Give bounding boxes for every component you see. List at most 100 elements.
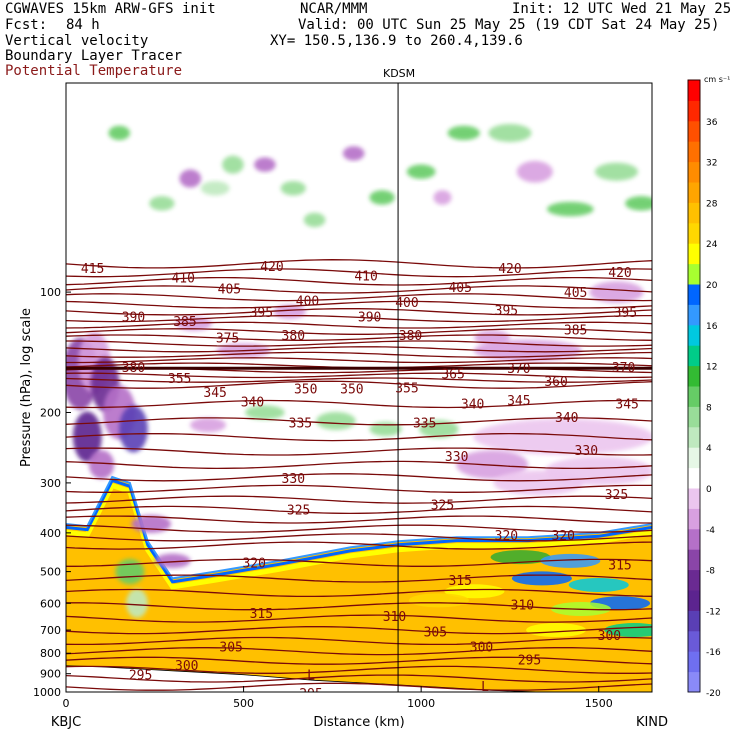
theta-label-48: 315 — [608, 559, 631, 574]
theta-contour-43 — [66, 674, 652, 683]
y-tick-label-5: 600 — [40, 597, 61, 610]
theta-contour-4 — [66, 293, 652, 302]
theta-contour-18 — [66, 377, 652, 383]
theta-contour-31 — [66, 533, 652, 542]
theta-label-38: 330 — [445, 450, 468, 465]
y-axis-label: Pressure (hPa), log scale — [19, 308, 34, 467]
theta-label-34: 345 — [615, 398, 638, 413]
colorbar-swatch-3 — [687, 609, 701, 632]
vv-cell-9 — [115, 559, 145, 585]
theta-label-36: 335 — [289, 417, 312, 432]
theta-contour-17 — [66, 372, 652, 379]
colorbar-swatch-8 — [687, 507, 701, 530]
org-label: NCAR/MMM — [300, 1, 368, 17]
theta-contour-5 — [66, 300, 652, 309]
theta-contour-1 — [66, 268, 652, 278]
colorbar-label-4: -4 — [706, 526, 715, 536]
theta-label-13: 395 — [250, 306, 273, 321]
colorbar-swatch-4 — [687, 589, 701, 611]
theta-label-25: 355 — [168, 372, 191, 387]
right-station-label: KIND — [636, 715, 668, 730]
y-tick-label-3: 400 — [40, 527, 61, 540]
updraft-cell-7 — [526, 623, 587, 638]
left-station-label: KBJC — [51, 715, 81, 730]
vv-cell-22 — [433, 190, 452, 205]
theta-label-1: 410 — [171, 272, 194, 287]
theta-contour-0 — [66, 259, 652, 269]
theta-contour-35 — [66, 588, 652, 598]
theta-contour-44 — [66, 682, 652, 691]
colorbar-label-12: 28 — [706, 199, 718, 209]
theta-label-3: 410 — [354, 270, 377, 285]
theta-label-53: 305 — [424, 625, 447, 640]
colorbar-swatch-18 — [687, 303, 701, 326]
field-potential-temperature: Potential Temperature — [5, 63, 183, 79]
theta-contour-29 — [66, 515, 652, 524]
theta-label-14: 390 — [358, 310, 381, 325]
theta-contour-27 — [66, 495, 652, 504]
theta-label-56: 300 — [598, 629, 621, 644]
theta-contour-22 — [66, 432, 652, 442]
colorbar-swatch-9 — [687, 487, 701, 509]
theta-contour-38 — [66, 626, 652, 635]
theta-contour-42 — [66, 665, 652, 674]
colorbar-swatch-6 — [687, 548, 701, 571]
colorbar-swatch-29 — [687, 79, 701, 101]
vv-cell-34 — [190, 417, 227, 433]
terrain-line — [66, 665, 550, 692]
plot-frame — [65, 82, 653, 693]
theta-label-2: 420 — [260, 260, 283, 275]
theta-contour-33 — [66, 558, 652, 567]
vv-cell-8 — [154, 553, 191, 569]
colorbar-label-7: 8 — [706, 403, 712, 413]
theta-label-15: 395 — [495, 304, 518, 319]
vv-cell-37 — [369, 421, 402, 437]
theta-label-16: 395 — [614, 306, 637, 321]
colorbar-swatch-27 — [687, 120, 701, 142]
theta-contour-41 — [66, 656, 652, 665]
vv-cell-23 — [447, 125, 480, 141]
theta-label-11: 390 — [122, 310, 145, 325]
updraft-cell-3 — [568, 577, 629, 592]
colorbar-swatch-23 — [687, 201, 701, 224]
theta-contour-32 — [66, 541, 652, 550]
theta-label-20: 385 — [564, 323, 587, 338]
bl-fringe-blue — [66, 475, 652, 580]
theta-label-4: 420 — [498, 262, 521, 277]
theta-label-46: 320 — [551, 529, 574, 544]
colorbar-swatch-26 — [687, 140, 701, 163]
theta-contour-21 — [66, 417, 652, 426]
theta-contour-2 — [66, 276, 652, 286]
colorbar-swatch-1 — [687, 650, 701, 673]
colorbar-swatch-11 — [687, 446, 701, 469]
theta-contour-19 — [66, 380, 652, 389]
theta-contour-7 — [66, 314, 652, 323]
y-tick-label-0: 100 — [40, 286, 61, 299]
y-tick-label-4: 500 — [40, 566, 61, 579]
low-marker-0: L — [307, 669, 315, 684]
vv-cell-13 — [179, 169, 202, 188]
colorbar-label-0: -20 — [706, 689, 721, 699]
vv-cell-24 — [488, 123, 532, 142]
colorbar-swatch-16 — [687, 344, 701, 367]
init-time: Init: 12 UTC Wed 21 May 25 — [512, 1, 732, 17]
theta-contour-14 — [66, 357, 652, 364]
vv-cell-33 — [493, 470, 584, 496]
vv-cell-43 — [589, 281, 644, 303]
theta-label-27: 350 — [294, 382, 317, 397]
colorbar-swatch-25 — [687, 161, 701, 183]
colorbar-label-2: -12 — [706, 607, 721, 617]
vv-cell-35 — [245, 405, 285, 420]
colorbar-swatch-10 — [687, 467, 701, 489]
theta-label-45: 320 — [495, 529, 518, 544]
theta-label-51: 310 — [511, 599, 534, 614]
colorbar-swatch-0 — [687, 671, 701, 693]
field-vertical-velocity: Vertical velocity — [5, 33, 149, 49]
theta-label-47: 315 — [448, 574, 471, 589]
colorbar-label-5: 0 — [706, 485, 712, 495]
vv-cell-19 — [342, 146, 365, 161]
theta-contour-3 — [66, 285, 652, 294]
theta-contour-9 — [66, 328, 652, 335]
x-axis-label: Distance (km) — [313, 715, 404, 730]
